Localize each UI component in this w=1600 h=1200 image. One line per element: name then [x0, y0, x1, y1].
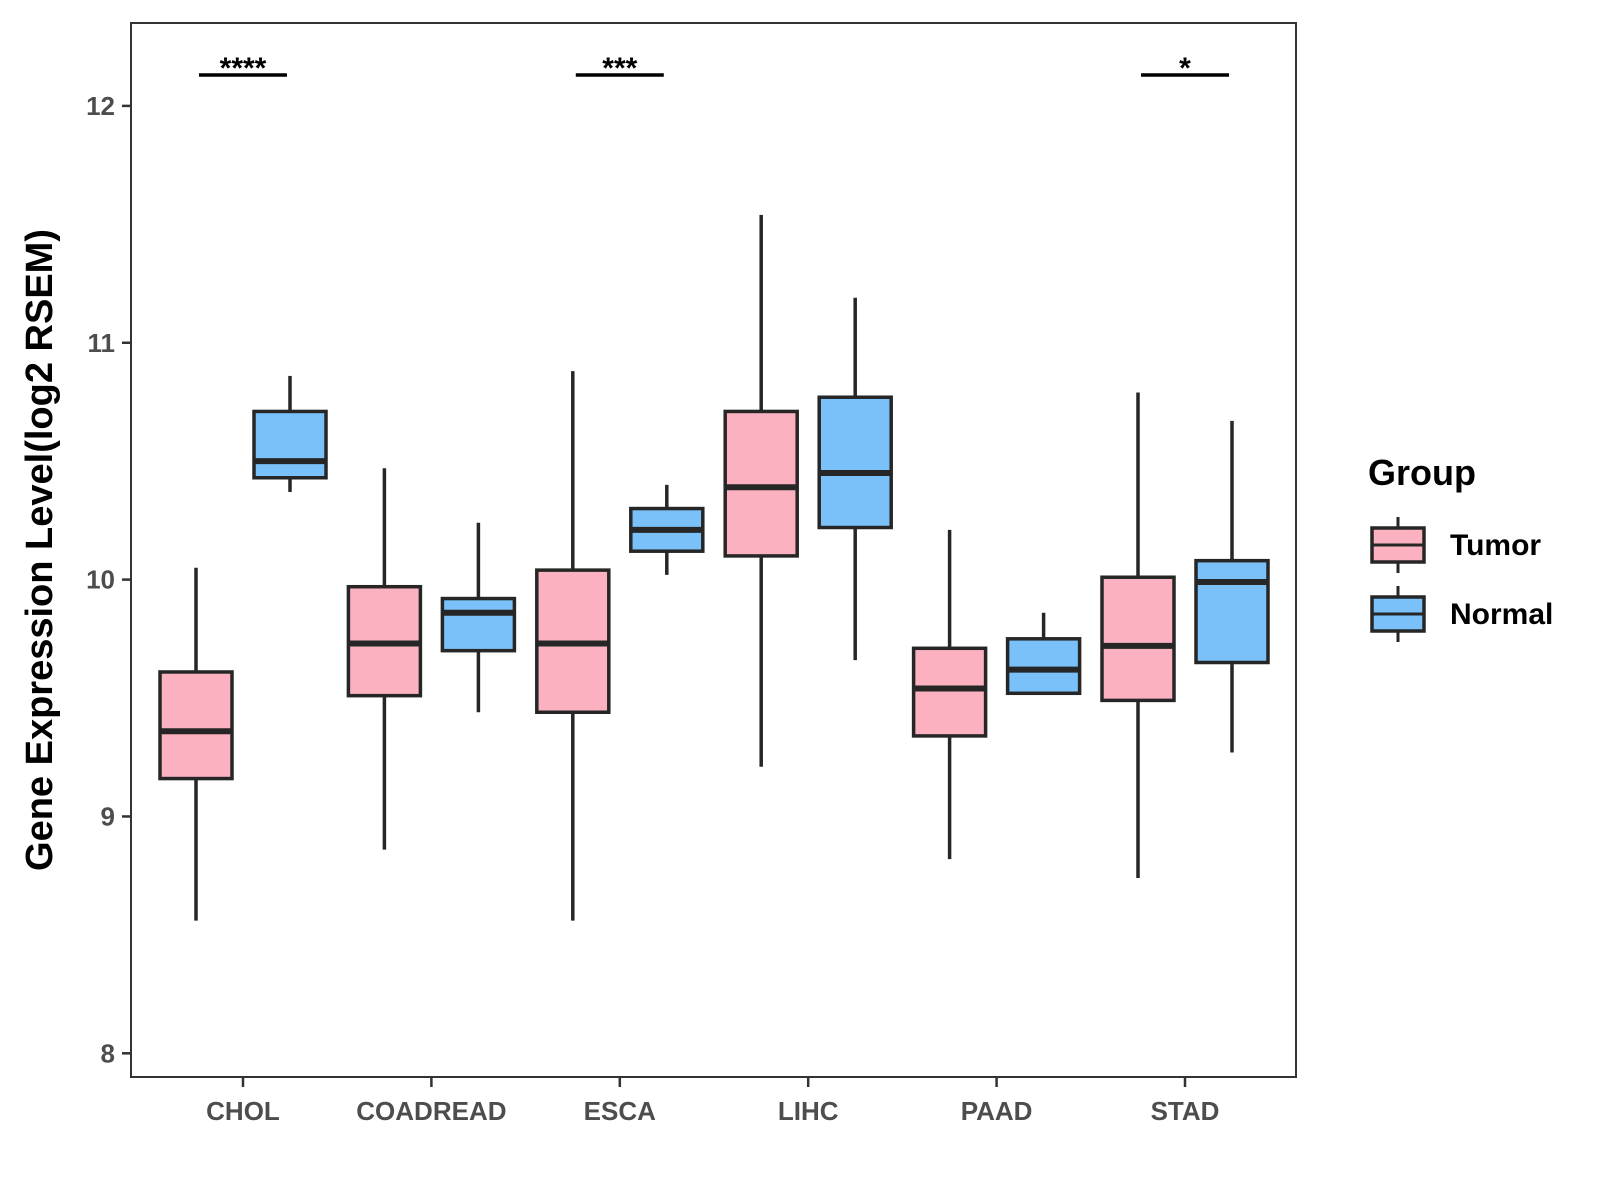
x-tick-label: ESCA: [584, 1096, 656, 1126]
box-body: [723, 409, 799, 558]
box-tumor-paad: [911, 529, 988, 860]
y-tick-label: 12: [86, 91, 115, 121]
legend-label: Tumor: [1450, 529, 1541, 562]
box-tumor-chol: [158, 567, 234, 921]
y-tick-label: 10: [86, 565, 115, 595]
box-body: [1100, 575, 1176, 703]
box-body: [911, 646, 988, 738]
legend-title: Group: [1368, 452, 1476, 493]
y-axis-title: Gene Expression Level(log2 RSEM): [19, 229, 61, 871]
box-normal-esca: [629, 484, 705, 575]
box-tumor-coadread: [346, 468, 423, 850]
y-tick-label: 8: [101, 1038, 115, 1068]
plot-panel-border: [130, 22, 1297, 1078]
x-tick-label: CHOL: [206, 1096, 280, 1126]
legend-item-normal: Normal: [1370, 586, 1553, 642]
box-body: [1194, 558, 1270, 665]
box-normal-chol: [252, 375, 328, 492]
legend: Group Tumor Normal: [1368, 452, 1553, 642]
x-tick-label: COADREAD: [356, 1096, 506, 1126]
box-tumor-lihc: [723, 214, 799, 767]
y-tick-label: 11: [88, 328, 116, 358]
box-tumor-stad: [1100, 392, 1176, 879]
y-tick-label: 9: [101, 801, 115, 831]
box-body: [817, 395, 893, 530]
legend-item-tumor: Tumor: [1370, 517, 1541, 573]
significance-label: ***: [602, 52, 637, 85]
box-normal-paad: [1005, 612, 1082, 696]
box-normal-stad: [1194, 420, 1270, 753]
box-normal-lihc: [817, 297, 893, 661]
box-normal-coadread: [440, 522, 517, 713]
significance-label: ****: [220, 52, 267, 85]
box-body: [440, 596, 517, 653]
x-tick-label: LIHC: [778, 1096, 839, 1126]
box-body: [1005, 637, 1082, 696]
legend-label: Normal: [1450, 598, 1553, 631]
box-body: [158, 670, 234, 781]
box-tumor-esca: [535, 371, 611, 921]
x-tick-label: PAAD: [961, 1096, 1033, 1126]
significance-label: *: [1179, 52, 1191, 85]
x-tick-label: STAD: [1151, 1096, 1220, 1126]
box-body: [252, 409, 328, 480]
